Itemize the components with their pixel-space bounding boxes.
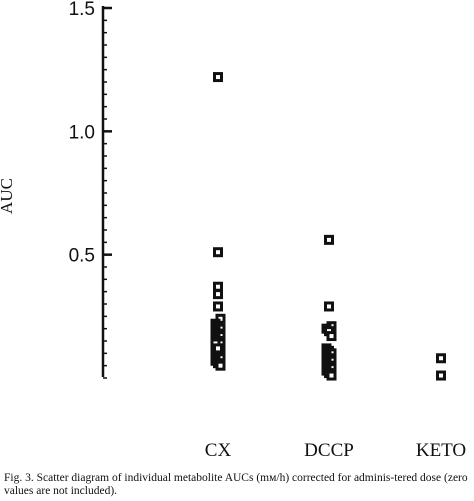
category-label: KETO [416,440,466,461]
y-axis-label: AUC [0,178,16,214]
y-tick-label: 0.5 [69,246,95,267]
category-labels: CX DCCP KETO [205,440,466,461]
data-point [213,301,223,312]
category-label: DCCP [304,440,354,461]
data-point [213,247,223,258]
data-point [326,370,337,381]
data-point [436,353,446,364]
y-tick-labels: 0.5 1.0 1.5 [69,0,95,267]
figure-caption: Fig. 3. Scatter diagram of individual me… [4,472,468,497]
data-point [324,234,334,245]
y-axis: 0.5 1.0 1.5 AUC [0,0,112,379]
category-label: CX [205,440,232,461]
data-point [213,343,223,354]
data-point [326,331,337,342]
data-point [436,370,446,381]
data-point [324,301,334,312]
y-tick-label: 1.0 [69,122,95,143]
data-point [215,360,226,371]
y-tick-label: 1.5 [69,0,95,20]
data-points [210,72,446,381]
data-point [213,72,223,83]
y-major-ticks [103,6,112,256]
data-point [213,289,223,300]
